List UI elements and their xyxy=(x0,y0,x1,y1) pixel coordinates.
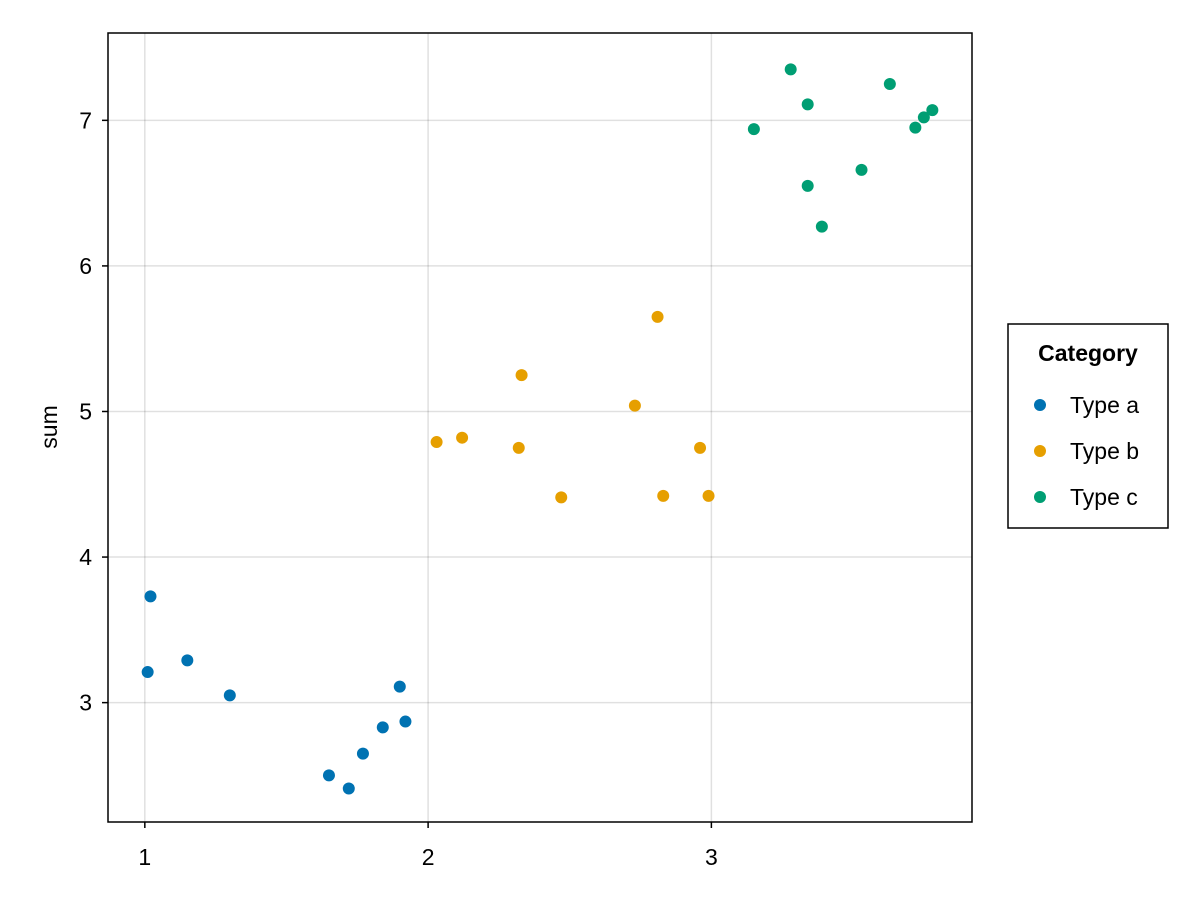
data-point xyxy=(181,654,194,667)
legend: Category Type a Type b Type c xyxy=(1007,323,1169,529)
legend-label: Type a xyxy=(1070,392,1139,418)
data-point xyxy=(747,123,760,136)
data-point xyxy=(356,747,369,760)
y-tick-label: 6 xyxy=(79,253,92,279)
data-point xyxy=(702,489,715,502)
data-point xyxy=(801,179,814,192)
data-point xyxy=(917,111,930,124)
data-point xyxy=(515,369,528,382)
data-point xyxy=(909,121,922,134)
data-point xyxy=(855,163,868,176)
data-point xyxy=(512,441,525,454)
data-point xyxy=(223,689,236,702)
data-point xyxy=(399,715,412,728)
data-point xyxy=(815,220,828,233)
legend-frame xyxy=(1007,323,1169,529)
legend-marker xyxy=(1034,399,1046,411)
grid-lines xyxy=(108,33,972,822)
series-type-b xyxy=(430,310,715,504)
data-point xyxy=(376,721,389,734)
y-axis-label: sum xyxy=(36,405,62,448)
legend-label: Type b xyxy=(1070,438,1139,464)
data-point xyxy=(456,431,469,444)
data-point xyxy=(628,399,641,412)
data-point xyxy=(144,590,157,603)
data-point xyxy=(651,310,664,323)
data-point xyxy=(393,680,406,693)
data-point xyxy=(657,489,670,502)
legend-marker xyxy=(1034,491,1046,503)
data-point xyxy=(926,104,939,117)
data-point xyxy=(784,63,797,76)
y-tick-label: 4 xyxy=(79,544,92,570)
legend-label: Type c xyxy=(1070,484,1138,510)
plot-frame xyxy=(107,32,973,823)
y-tick-label: 5 xyxy=(79,398,92,424)
data-point xyxy=(141,666,154,679)
series-type-a xyxy=(141,590,412,795)
y-axis-ticks: 3 4 5 6 7 xyxy=(79,107,108,716)
x-tick-label: 2 xyxy=(422,844,435,870)
series-type-c xyxy=(747,63,939,233)
data-point xyxy=(801,98,814,111)
x-axis-ticks: 1 2 3 xyxy=(138,822,718,870)
y-tick-label: 7 xyxy=(79,107,92,133)
data-point xyxy=(883,77,896,90)
y-tick-label: 3 xyxy=(79,690,92,716)
x-tick-label: 3 xyxy=(705,844,718,870)
data-point xyxy=(322,769,335,782)
legend-marker xyxy=(1034,445,1046,457)
data-point xyxy=(430,436,443,449)
x-tick-label: 1 xyxy=(138,844,151,870)
data-point xyxy=(342,782,355,795)
legend-title: Category xyxy=(1038,340,1138,366)
data-point xyxy=(555,491,568,504)
legend-items: Type a Type b Type c xyxy=(1034,392,1139,510)
data-points xyxy=(141,63,939,795)
data-point xyxy=(694,441,707,454)
